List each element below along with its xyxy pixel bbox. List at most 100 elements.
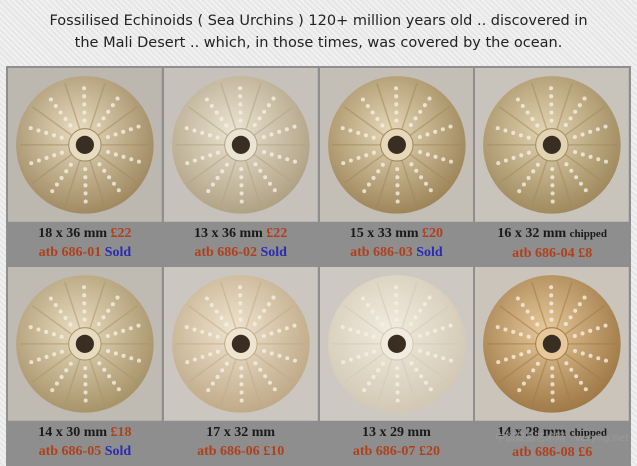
- caption-code: atb 686-03: [350, 244, 413, 260]
- urchin-tubercle: [495, 325, 501, 330]
- urchin-ridge: [253, 305, 294, 335]
- urchin-tubercle: [527, 150, 532, 155]
- urchin-ridge: [400, 282, 418, 329]
- title-line: Fossilised Echinoids ( Sea Urchins ) 120…: [49, 13, 588, 29]
- urchin-tubercle: [199, 130, 204, 135]
- urchin-tubercle: [526, 175, 531, 180]
- urchin-tubercle: [603, 323, 608, 328]
- urchin-tubercle: [393, 94, 398, 99]
- urchin-tubercle: [59, 349, 64, 354]
- urchin-ridge: [89, 282, 106, 329]
- urchin-tubercle: [261, 349, 266, 354]
- urchin-ridge: [253, 352, 294, 383]
- urchin-tubercle: [361, 388, 366, 393]
- urchin-tubercle: [604, 358, 609, 363]
- urchin-ridge: [556, 282, 573, 329]
- urchin-tubercle: [261, 109, 266, 114]
- product-card: 13 x 29 mm atb 686-07 £20: [319, 267, 474, 464]
- urchin-tubercle: [417, 349, 422, 354]
- urchin-tubercle: [269, 132, 274, 137]
- caption-price: £8: [578, 245, 593, 261]
- urchin-tubercle: [517, 388, 522, 393]
- urchin-tubercle: [574, 374, 579, 379]
- urchin-tubercle: [530, 315, 535, 320]
- urchin-tubercle: [269, 331, 274, 336]
- product-card: 13 x 36 mm £22 atb 686-02 Sold: [163, 68, 318, 265]
- urchin-tubercle: [413, 367, 418, 372]
- urchin-tubercle: [68, 123, 73, 128]
- urchin-tubercle: [440, 356, 445, 361]
- urchin-hole: [231, 135, 250, 154]
- urchin-tubercle: [550, 183, 555, 188]
- urchin-tubercle: [447, 124, 453, 129]
- urchin-tubercle: [257, 116, 262, 121]
- urchin-ridge: [97, 153, 138, 184]
- urchin-tubercle: [371, 349, 376, 354]
- urchin-tubercle: [413, 116, 418, 121]
- urchin-tubercle: [269, 351, 274, 356]
- urchin-tubercle: [525, 309, 530, 314]
- caption-line: 13 x 36 mm £22: [164, 224, 318, 243]
- product-card: 14 x 28 mm chipped atb 686-08 £6: [475, 267, 629, 464]
- urchin-tubercle: [408, 162, 413, 167]
- urchin-tubercle: [394, 382, 399, 387]
- urchin-tubercle: [394, 175, 399, 180]
- urchin-tubercle: [417, 334, 422, 339]
- urchin-tubercle: [58, 309, 63, 314]
- urchin-tubercle: [97, 162, 102, 167]
- urchin-tubercle: [517, 189, 522, 194]
- urchin-ridge: [499, 106, 540, 136]
- urchin-tubercle: [574, 175, 579, 180]
- urchin-tubercle: [266, 103, 271, 108]
- urchin-tubercle: [504, 357, 509, 362]
- urchin-tubercle: [432, 129, 437, 134]
- urchin-tubercle: [519, 153, 524, 158]
- urchin-tubercle: [573, 308, 578, 313]
- urchin-ridge: [32, 153, 73, 184]
- urchin-tubercle: [519, 352, 524, 357]
- urchin-tubercle: [239, 175, 244, 180]
- caption-code: atb 686-06: [197, 443, 260, 459]
- urchin-tubercle: [536, 162, 541, 167]
- urchin-tubercle: [219, 315, 224, 320]
- urchin-ridge: [253, 153, 294, 184]
- urchin-tubercle: [521, 103, 526, 109]
- urchin-tubercle: [184, 360, 190, 365]
- urchin-tubercle: [433, 154, 438, 159]
- caption-line: atb 686-04 £8: [475, 244, 629, 263]
- urchin-tubercle: [214, 309, 219, 314]
- urchin-tubercle: [59, 175, 64, 180]
- urchin-tubercle: [68, 361, 73, 366]
- urchin-ridge: [253, 106, 294, 136]
- urchin-tubercle: [380, 162, 385, 167]
- caption: 17 x 32 mm atb 686-06 £10: [164, 421, 318, 463]
- urchin-tubercle: [28, 126, 33, 131]
- urchin-tubercle: [106, 308, 111, 313]
- caption-note: chipped: [569, 426, 607, 439]
- urchin-ridge: [219, 282, 237, 329]
- urchin-tubercle: [105, 334, 110, 339]
- caption: 18 x 36 mm £22 atb 686-01 Sold: [8, 222, 162, 264]
- urchin-tubercle: [101, 315, 106, 320]
- urchin-tubercle: [83, 183, 88, 188]
- urchin-tubercle: [584, 387, 589, 392]
- urchin-tubercle: [48, 296, 53, 301]
- urchin-tubercle: [408, 123, 413, 128]
- urchin-tubercle: [224, 123, 229, 128]
- urchin-tubercle: [516, 97, 521, 102]
- urchin-tubercle: [261, 334, 266, 339]
- urchin-tubercle: [83, 175, 88, 180]
- urchin-ridge: [89, 359, 106, 406]
- urchin-tubercle: [68, 322, 73, 327]
- urchin-tubercle: [531, 169, 536, 174]
- urchin-ridge: [531, 160, 548, 207]
- caption-sold: Sold: [416, 244, 443, 260]
- urchin-tubercle: [516, 296, 521, 301]
- urchin-tubercle: [549, 118, 554, 123]
- urchin-ridge: [187, 153, 228, 184]
- urchin-tubercle: [549, 86, 554, 91]
- urchin-tubercle: [495, 126, 501, 131]
- urchin-tubercle: [596, 356, 601, 361]
- caption-price: £6: [578, 444, 593, 460]
- caption-line: atb 686-01 Sold: [8, 243, 162, 262]
